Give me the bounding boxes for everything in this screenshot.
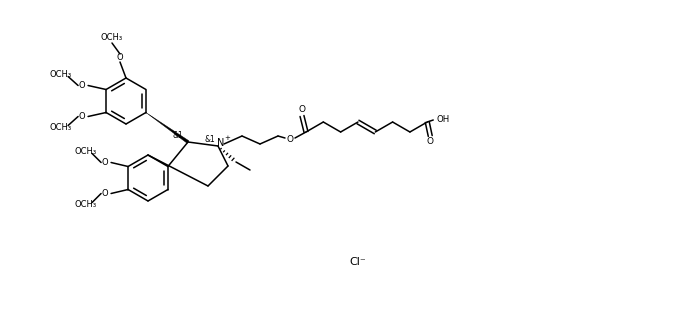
Text: O: O xyxy=(102,189,108,198)
Text: OCH₃: OCH₃ xyxy=(74,200,96,209)
Text: &1: &1 xyxy=(205,136,216,144)
Polygon shape xyxy=(146,112,189,143)
Text: OH: OH xyxy=(436,115,449,123)
Text: N: N xyxy=(217,138,225,148)
Text: O: O xyxy=(426,138,434,147)
Text: O: O xyxy=(79,112,85,121)
Text: O: O xyxy=(298,105,305,113)
Text: Cl⁻: Cl⁻ xyxy=(349,257,367,267)
Text: OCH₃: OCH₃ xyxy=(49,123,71,132)
Text: +: + xyxy=(224,135,230,141)
Text: O: O xyxy=(116,53,123,62)
Text: OCH₃: OCH₃ xyxy=(101,34,123,42)
Text: OCH₃: OCH₃ xyxy=(74,147,96,156)
Text: OCH₃: OCH₃ xyxy=(49,70,71,79)
Text: O: O xyxy=(79,81,85,90)
Text: O: O xyxy=(287,136,294,144)
Text: O: O xyxy=(102,158,108,167)
Text: &1: &1 xyxy=(173,132,183,140)
